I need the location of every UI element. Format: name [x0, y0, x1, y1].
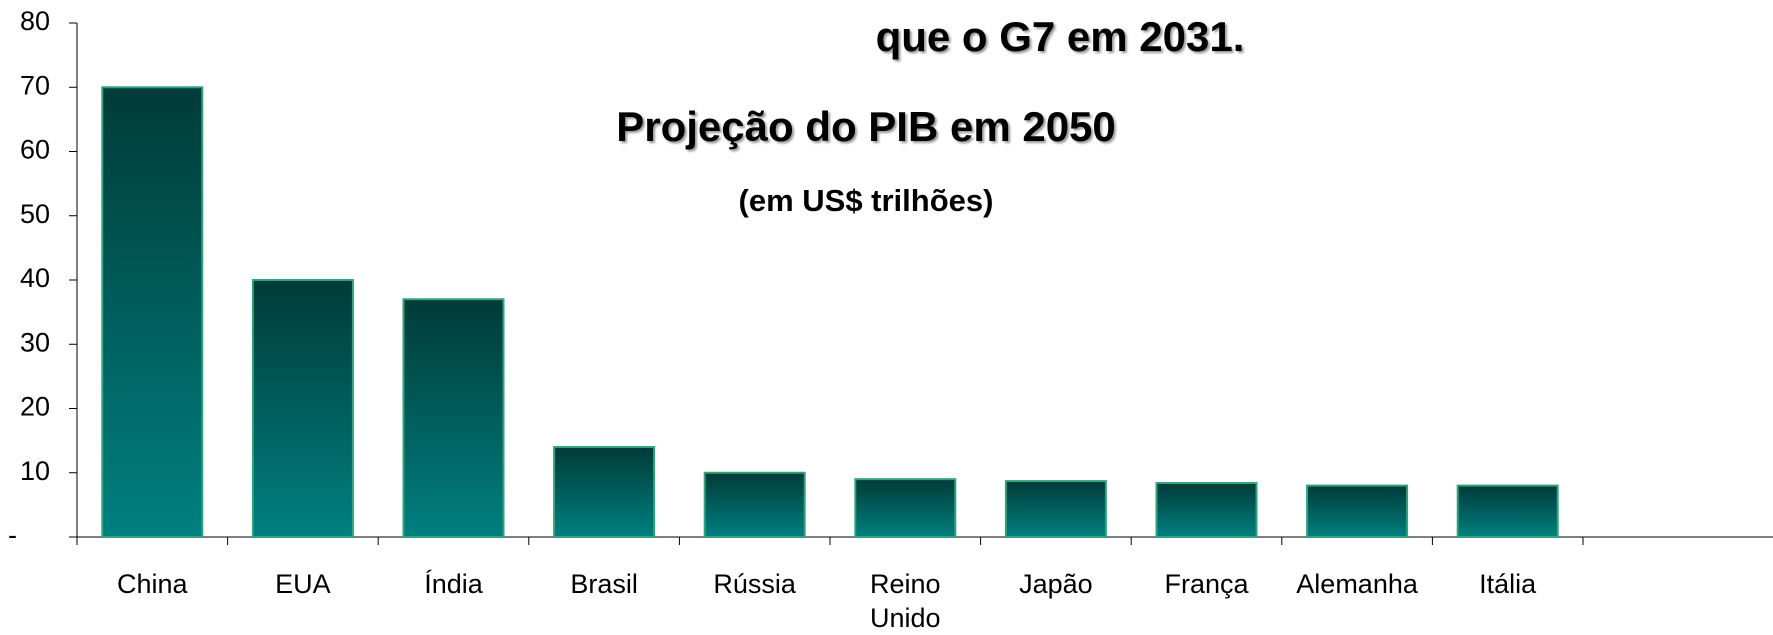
y-tick-label: 70: [20, 70, 50, 100]
x-tick-label: EUA: [275, 569, 331, 599]
bar: [1004, 480, 1107, 539]
y-tick-label: 60: [20, 135, 50, 165]
y-tick-label: 30: [20, 327, 50, 357]
chart-title: Projeção do PIB em 2050: [616, 103, 1116, 150]
bar: [1155, 482, 1258, 538]
bar: [101, 86, 204, 538]
x-tick-label: Índia: [424, 569, 483, 599]
x-tick-label: China: [117, 569, 188, 599]
bar: [1306, 484, 1409, 539]
y-tick-label: 50: [20, 199, 50, 229]
y-tick-label: 40: [20, 263, 50, 293]
annotation: que o G7 em 2031.: [876, 13, 1245, 60]
x-tick-label: Reino Unido: [870, 569, 941, 633]
bar: [402, 298, 505, 538]
x-tick-label: França: [1164, 569, 1249, 599]
x-tick-label: Japão: [1019, 569, 1093, 599]
y-tick-label: 10: [20, 456, 50, 486]
y-tick-label: -: [8, 520, 17, 550]
x-tick-label: Itália: [1479, 569, 1537, 599]
bar: [703, 471, 806, 538]
x-tick-label: Brasil: [570, 569, 638, 599]
y-tick-label: 80: [20, 6, 50, 36]
bar: [251, 279, 354, 538]
chart-subtitle: (em US$ trilhões): [739, 183, 994, 218]
x-tick-label: Alemanha: [1296, 569, 1418, 599]
bar: [854, 478, 957, 538]
bar: [1456, 484, 1559, 539]
y-tick-label: 20: [20, 392, 50, 422]
bar: [553, 446, 656, 538]
x-tick-label: Rússia: [713, 569, 796, 599]
